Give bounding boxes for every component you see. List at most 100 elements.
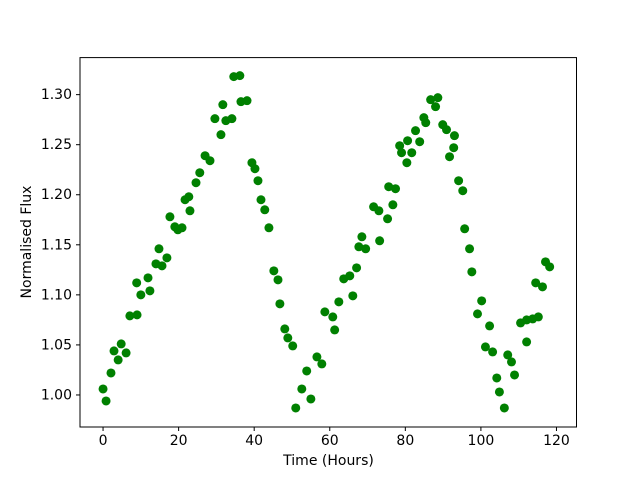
data-point: [421, 118, 431, 128]
data-point: [345, 271, 355, 281]
y-tick-label: 1.15: [41, 237, 72, 253]
data-point: [473, 309, 483, 319]
data-point: [253, 176, 263, 186]
data-point: [395, 141, 405, 151]
data-point: [288, 341, 298, 351]
data-point: [415, 137, 425, 147]
data-point: [205, 156, 215, 166]
y-tick-label: 1.10: [41, 287, 72, 303]
x-tick-label: 60: [321, 433, 339, 449]
data-point: [218, 100, 228, 110]
data-point: [375, 236, 385, 246]
x-tick-label: 100: [468, 433, 495, 449]
data-point: [467, 267, 477, 277]
data-point: [328, 312, 338, 322]
data-point: [426, 95, 436, 105]
data-point: [98, 384, 108, 394]
data-point: [136, 290, 146, 300]
data-point: [283, 333, 293, 343]
x-tick-label: 80: [396, 433, 414, 449]
data-point: [449, 131, 459, 141]
data-point: [533, 312, 543, 322]
data-point: [458, 186, 468, 196]
data-point: [507, 357, 517, 367]
data-point: [503, 350, 513, 360]
data-point: [383, 214, 393, 224]
data-point: [348, 291, 358, 301]
data-point: [250, 164, 260, 174]
y-axis-label: Normalised Flux: [19, 185, 35, 299]
data-point: [162, 253, 172, 263]
data-point: [256, 195, 266, 205]
data-point: [374, 206, 384, 216]
data-point: [312, 352, 322, 362]
y-tick-label: 1.30: [41, 87, 72, 103]
data-point: [388, 200, 398, 210]
y-tick-label: 1.05: [41, 337, 72, 353]
data-point: [357, 232, 367, 242]
data-point: [216, 130, 226, 140]
data-point: [280, 324, 290, 334]
x-tick-label: 0: [99, 433, 108, 449]
data-point: [411, 126, 421, 136]
data-point: [442, 125, 452, 135]
data-point: [537, 282, 547, 292]
data-point: [297, 384, 307, 394]
data-point: [242, 96, 252, 106]
data-point: [101, 396, 111, 406]
data-point: [132, 310, 142, 320]
data-point: [143, 273, 153, 283]
data-point: [391, 184, 401, 194]
data-point: [195, 168, 205, 178]
data-point: [361, 244, 371, 254]
data-point: [275, 299, 285, 309]
data-point: [145, 286, 155, 296]
data-point: [499, 403, 509, 413]
data-point: [109, 346, 119, 356]
data-point: [302, 366, 312, 376]
x-tick-label: 40: [245, 433, 263, 449]
x-tick-label: 120: [543, 433, 570, 449]
data-point: [403, 136, 413, 146]
data-point: [352, 263, 362, 273]
data-point: [125, 311, 135, 321]
data-point: [227, 114, 237, 124]
data-point: [402, 158, 412, 168]
data-point: [485, 321, 495, 331]
axes-frame: [79, 57, 577, 428]
data-point: [522, 337, 532, 347]
data-point: [121, 348, 131, 358]
data-point: [545, 262, 555, 272]
y-tick-label: 1.25: [41, 137, 72, 153]
x-axis-label: Time (Hours): [283, 453, 374, 469]
data-point: [185, 206, 195, 216]
data-point: [273, 275, 283, 285]
data-point: [157, 261, 167, 271]
data-point: [445, 152, 455, 162]
data-point: [488, 347, 498, 357]
data-point: [269, 266, 279, 276]
data-point: [320, 307, 330, 317]
data-point: [354, 242, 364, 252]
data-point: [235, 71, 245, 81]
data-point: [116, 339, 126, 349]
data-point: [106, 368, 116, 378]
y-tick-label: 1.20: [41, 187, 72, 203]
data-point: [492, 373, 502, 383]
data-point: [477, 296, 487, 306]
data-point: [334, 297, 344, 307]
data-point: [317, 359, 327, 369]
data-point: [397, 148, 407, 158]
data-point: [480, 342, 490, 352]
y-tick-label: 1.00: [41, 387, 72, 403]
data-point: [465, 244, 475, 254]
data-point: [330, 325, 340, 335]
data-point: [433, 93, 443, 103]
data-point: [460, 224, 470, 234]
data-point: [431, 102, 441, 112]
data-point: [154, 244, 164, 254]
data-point: [113, 355, 123, 365]
data-point: [454, 176, 464, 186]
